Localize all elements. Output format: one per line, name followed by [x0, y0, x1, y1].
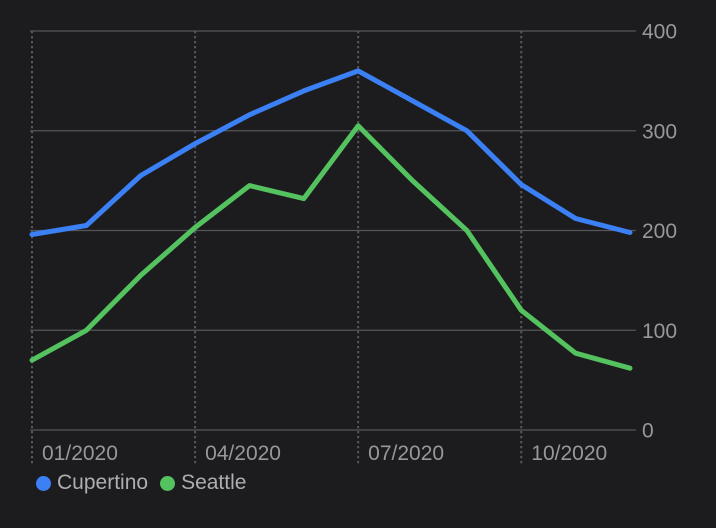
seattle-series-dot-icon — [160, 475, 176, 491]
y-tick-label: 0 — [642, 420, 654, 443]
legend-item-cupertino[interactable]: Cupertino — [36, 471, 148, 495]
x-tick-label: 01/2020 — [42, 442, 118, 465]
y-tick-label: 400 — [642, 21, 677, 44]
cupertino-series-dot-icon — [36, 475, 51, 491]
chart-legend: Cupertino Seattle — [36, 471, 246, 495]
line-chart-canvas: 01/2020 04/2020 07/2020 10/2020 0 100 200 300 40… — [29, 21, 677, 466]
series-line-cupertino — [29, 68, 633, 237]
x-tick-label: 10/2020 — [531, 442, 607, 465]
legend-label-seattle: Seattle — [181, 471, 247, 494]
y-tick-label: 300 — [642, 120, 677, 143]
y-tick-label: 200 — [642, 220, 677, 243]
legend-item-seattle[interactable]: Seattle — [160, 471, 246, 495]
y-tick-label: 100 — [642, 320, 677, 343]
series-line-seattle — [29, 123, 633, 371]
x-tick-label: 04/2020 — [205, 442, 281, 465]
legend-label-cupertino: Cupertino — [57, 471, 149, 494]
x-tick-label: 07/2020 — [368, 442, 444, 465]
